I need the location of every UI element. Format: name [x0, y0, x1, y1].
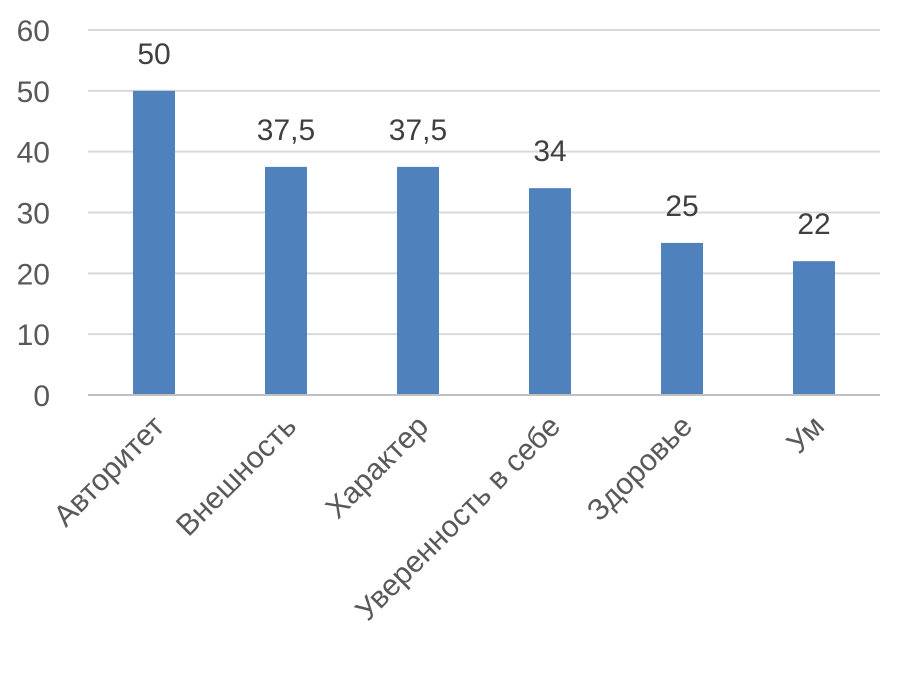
- bar: [661, 242, 703, 395]
- category-label: Характер: [319, 410, 434, 525]
- data-labels: 50 37,5 37,5 34 25 22: [137, 38, 830, 241]
- category-label: Здоровье: [581, 410, 699, 528]
- y-tick-label: 0: [33, 380, 50, 413]
- gridlines: [88, 29, 880, 336]
- y-tick-label: 60: [17, 15, 50, 48]
- data-label: 22: [797, 208, 830, 241]
- data-label: 34: [533, 135, 566, 168]
- y-tick-label: 50: [17, 76, 50, 109]
- bar: [133, 90, 175, 395]
- bar: [265, 166, 307, 395]
- category-label: Внешность: [170, 410, 303, 543]
- category-label: Ум: [781, 410, 831, 460]
- bars: [133, 90, 835, 395]
- bar: [793, 261, 835, 395]
- y-tick-label: 30: [17, 198, 50, 231]
- bar: [529, 188, 571, 395]
- y-tick-label: 40: [17, 137, 50, 170]
- y-tick-label: 10: [17, 319, 50, 352]
- data-label: 37,5: [389, 114, 447, 147]
- data-label: 50: [137, 38, 170, 71]
- y-tick-label: 20: [17, 258, 50, 291]
- bar: [397, 166, 439, 395]
- y-axis-tick-labels: 0 10 20 30 40 50 60: [17, 15, 50, 413]
- category-label: Авторитет: [47, 409, 171, 533]
- data-label: 25: [665, 190, 698, 223]
- data-label: 37,5: [257, 114, 315, 147]
